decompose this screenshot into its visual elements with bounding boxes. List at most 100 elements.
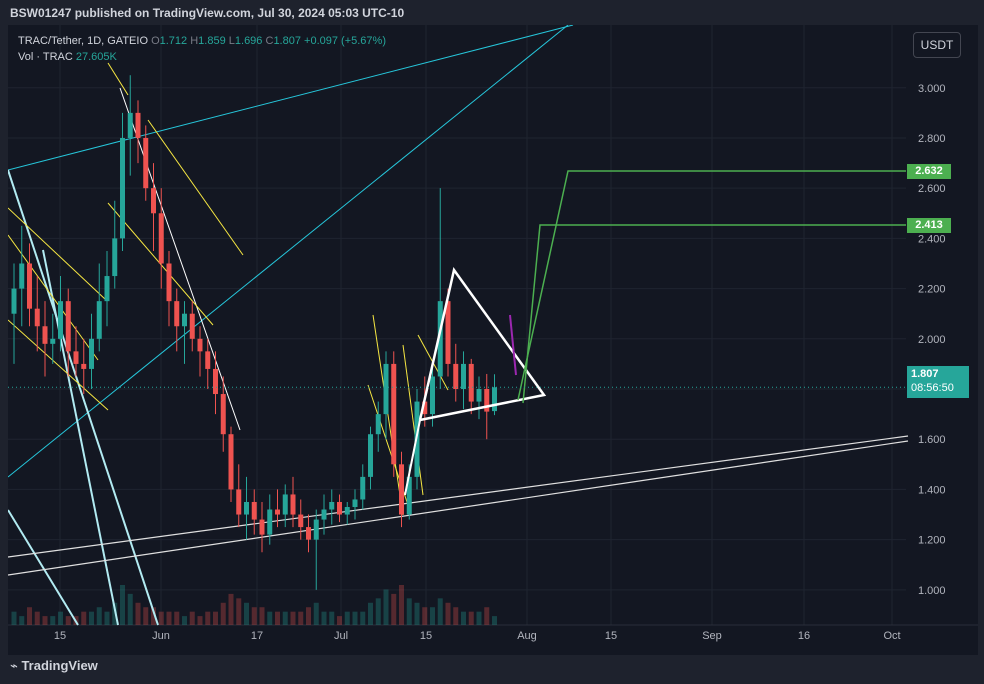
y-tick-label: 1.400 [918, 484, 946, 496]
volume-label: Vol · TRAC [18, 51, 73, 63]
volume-bar [65, 616, 71, 625]
candle-body [166, 263, 172, 302]
volume-bar [19, 616, 25, 625]
support-line [8, 440, 909, 576]
price-chart[interactable]: 3.0002.8002.6002.4002.2002.0001.8001.600… [8, 25, 978, 655]
candle-body [321, 509, 327, 520]
candle-body [290, 494, 296, 515]
downtrend-line [42, 249, 119, 626]
tradingview-label: TradingView [21, 658, 98, 673]
candle-body [27, 263, 32, 309]
volume-bar [34, 611, 40, 625]
x-tick-label: Oct [883, 630, 900, 642]
candle-body [205, 351, 211, 369]
volume-bar [182, 616, 187, 625]
x-tick-label: Aug [517, 630, 537, 642]
candle-body [182, 313, 187, 327]
pattern-line [147, 119, 244, 256]
candle-body [73, 351, 79, 364]
volume-bar [120, 585, 125, 625]
x-tick-label: 16 [798, 630, 810, 642]
candle-body [422, 401, 428, 415]
y-tick-label: 2.800 [918, 133, 946, 145]
volume-bar [306, 607, 311, 625]
high-value: 1.859 [198, 35, 226, 47]
candle-body [143, 137, 149, 189]
candle-body [430, 376, 435, 415]
projection-marker [509, 314, 517, 376]
candle-body [352, 499, 358, 508]
volume-bar [468, 611, 474, 625]
candle-body [329, 501, 335, 510]
pattern-line [8, 319, 109, 411]
candle-body [96, 301, 102, 339]
volume-bar [58, 611, 63, 625]
candle-body [313, 519, 319, 540]
candle-body [244, 501, 249, 515]
symbol-label[interactable]: TRAC/Tether, 1D, GATEIO [18, 35, 148, 47]
volume-bar [267, 611, 273, 625]
volume-bar [228, 593, 234, 625]
close-value: 1.807 [273, 35, 301, 47]
price-scale [906, 25, 978, 655]
candle-body [58, 301, 63, 339]
candle-body [383, 363, 389, 415]
volume-bar [166, 611, 172, 625]
volume-bar [321, 611, 327, 625]
volume-bar [259, 607, 265, 625]
pattern-line [8, 234, 99, 361]
candle-body [89, 338, 94, 369]
volume-bar [158, 611, 164, 625]
chart-area[interactable]: 3.0002.8002.6002.4002.2002.0001.8001.600… [8, 25, 978, 655]
volume-bar [337, 616, 342, 625]
candle-body [65, 301, 71, 352]
volume-bar [42, 616, 48, 625]
y-tick-label: 1.200 [918, 535, 946, 547]
low-value: 1.696 [234, 35, 263, 47]
volume-bar [399, 585, 404, 625]
volume-bar [220, 602, 226, 625]
x-tick-label: 17 [251, 630, 263, 642]
candle-body [391, 363, 397, 465]
volume-bar [251, 607, 257, 625]
candle-body [298, 514, 304, 528]
y-tick-label: 2.600 [918, 183, 946, 195]
legend: TRAC/Tether, 1D, GATEIO O1.712 H1.859 L1… [18, 35, 386, 63]
pattern-line [107, 202, 214, 326]
candle-body [360, 476, 366, 500]
candle-body [375, 414, 381, 435]
channel-upper-line [8, 25, 574, 171]
candle-body [34, 308, 40, 327]
candle-body [251, 501, 257, 520]
x-tick-label: Jun [152, 630, 170, 642]
volume-bar [189, 611, 195, 625]
volume-bar [236, 598, 242, 625]
candle-body [81, 363, 87, 369]
candle-body [112, 238, 118, 277]
target-1-line [517, 170, 906, 401]
volume-bar [406, 598, 412, 625]
candle-body [104, 276, 110, 302]
volume-bar [11, 611, 17, 625]
volume-bar [352, 611, 358, 625]
volume-bar [375, 598, 381, 625]
currency-unit-button[interactable]: USDT [913, 32, 961, 58]
downtrend-line [8, 509, 79, 626]
volume-bar [89, 611, 94, 625]
candle-body [174, 301, 180, 327]
x-tick-label: 15 [605, 630, 617, 642]
candle-body [197, 338, 203, 352]
tradingview-brand[interactable]: ⌁ TradingView [10, 658, 98, 674]
volume-bar [298, 611, 304, 625]
volume-bar [205, 611, 211, 625]
triangle-pattern [418, 267, 547, 422]
current-price-value: 1.807 [911, 368, 939, 380]
volume-bar [290, 611, 296, 625]
volume-bar [244, 602, 249, 625]
volume-bar [275, 611, 280, 625]
candle-body [282, 494, 288, 515]
volume-value: 27.605K [75, 51, 117, 63]
candle-body [406, 476, 412, 515]
volume-bar [445, 602, 451, 625]
volume-bar [282, 611, 288, 625]
